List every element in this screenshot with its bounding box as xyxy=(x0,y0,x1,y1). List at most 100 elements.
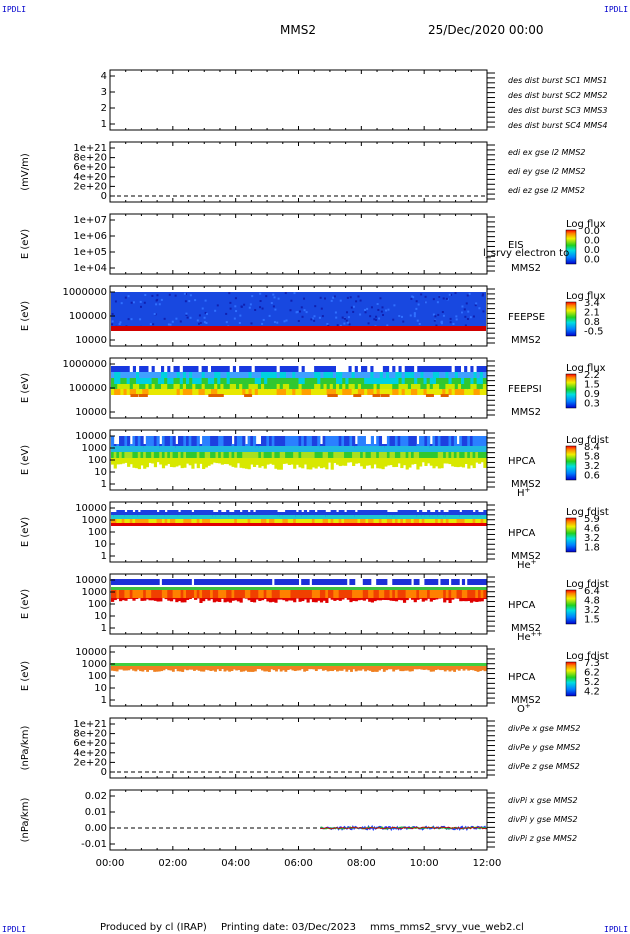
spectrogram-cell xyxy=(113,666,117,672)
spectrogram-cell xyxy=(258,452,262,458)
spectrogram-cell xyxy=(257,372,262,378)
spectrogram-pixel xyxy=(305,311,308,314)
spectrogram-cell xyxy=(289,366,293,372)
spectrogram-cell xyxy=(453,446,458,452)
spectrogram-cell xyxy=(464,378,468,384)
spectrogram-cell xyxy=(372,394,381,397)
spectrogram-cell xyxy=(285,587,289,590)
spectrogram-cell xyxy=(317,452,321,458)
spectrogram-cell xyxy=(248,372,253,378)
spectrogram-cell xyxy=(349,579,353,585)
spectrogram-cell xyxy=(261,587,265,590)
spectrogram-cell xyxy=(326,384,331,390)
spectrogram-cell xyxy=(455,666,459,670)
spectrogram-pixel xyxy=(204,299,207,302)
spectrogram-pixel xyxy=(239,314,242,317)
spectrogram-cell xyxy=(443,663,447,666)
spectrogram-cell xyxy=(398,366,403,372)
spectrogram-cell xyxy=(154,389,159,395)
spectrogram-cell xyxy=(344,519,348,523)
spectrogram-pixel xyxy=(348,323,351,326)
spectrogram-cell xyxy=(279,452,283,458)
spectrogram-cell xyxy=(194,458,198,464)
spectrogram-pixel xyxy=(229,301,232,304)
spectrogram-cell xyxy=(298,510,302,515)
spectrogram-cell xyxy=(461,515,466,519)
spectrogram-cell xyxy=(226,598,230,602)
spectrogram-cell xyxy=(349,510,353,515)
spectrogram-cell xyxy=(319,587,324,590)
spectrogram-cell xyxy=(215,394,224,397)
spectrogram-cell xyxy=(287,579,291,585)
spectrogram-cell xyxy=(392,458,396,468)
spectrogram-cell xyxy=(352,446,356,452)
spectrogram-cell xyxy=(420,378,424,384)
spectrogram-cell xyxy=(204,510,208,515)
spectrogram-cell xyxy=(251,372,256,378)
spectrogram-cell xyxy=(186,590,190,598)
spectrogram-cell xyxy=(202,436,206,446)
colorbar-tick-label: 5.2 xyxy=(584,677,600,688)
spectrogram-pixel xyxy=(445,297,448,300)
spectrogram-cell xyxy=(333,579,337,585)
spectrogram-cell xyxy=(413,436,417,446)
spectrogram-cell xyxy=(201,389,206,395)
spectrogram-cell xyxy=(314,666,318,672)
series-label: edi ez gse l2 MMS2 xyxy=(508,186,585,195)
spectrogram-cell xyxy=(303,519,308,523)
spectrogram-cell xyxy=(180,519,184,523)
spectrogram-pixel xyxy=(151,294,154,297)
spectrogram-cell xyxy=(214,372,218,378)
spectrogram-cell xyxy=(117,389,121,395)
spectrogram-cell xyxy=(405,446,409,452)
spectrogram-cell xyxy=(306,458,310,470)
spectrogram-cell xyxy=(269,519,273,523)
spectrogram-cell xyxy=(211,666,215,671)
spectrogram-cell xyxy=(199,446,203,452)
spectrogram-cell xyxy=(177,458,182,466)
spectrogram-cell xyxy=(271,519,275,523)
spectrogram-cell xyxy=(169,590,174,598)
spectrogram-cell xyxy=(123,366,128,372)
spectrogram-pixel xyxy=(313,319,316,322)
spectrogram-cell xyxy=(413,663,417,666)
spectrogram-cell xyxy=(153,598,158,601)
spectrogram-cell xyxy=(270,384,274,390)
spectrogram-cell xyxy=(111,378,115,384)
spectrogram-cell xyxy=(346,519,350,523)
spectrogram-cell xyxy=(174,666,178,670)
spectrogram-cell xyxy=(451,378,456,384)
spectrogram-cell xyxy=(270,663,274,666)
spectrogram-cell xyxy=(261,458,265,467)
spectrogram-cell xyxy=(398,389,403,395)
spectrogram-cell xyxy=(261,666,264,671)
spectrogram-cell xyxy=(236,523,241,526)
spectrogram-cell xyxy=(177,446,182,452)
spectrogram-cell xyxy=(429,666,433,672)
spectrogram-cell xyxy=(305,663,309,666)
spectrogram-cell xyxy=(202,663,206,666)
colorbar-tick-label: 6.2 xyxy=(584,668,600,679)
spectrogram-cell xyxy=(273,389,278,395)
spectrogram-cell xyxy=(173,372,178,378)
spectrogram-cell xyxy=(247,598,251,601)
spectrogram-cell xyxy=(113,512,117,517)
spectrogram-cell xyxy=(113,515,117,519)
spectrogram-cell xyxy=(382,366,387,372)
spectrogram-cell xyxy=(411,590,415,598)
spectrogram-cell xyxy=(228,452,233,458)
spectrogram-cell xyxy=(148,389,153,395)
spectrogram-cell xyxy=(469,663,473,666)
spectrogram-cell xyxy=(349,458,353,463)
spectrogram-cell xyxy=(151,389,156,395)
y-tick-label: 2e+20 xyxy=(73,757,107,768)
spectrogram-cell xyxy=(135,523,139,526)
spectrogram-cell xyxy=(333,587,337,590)
spectrogram-cell xyxy=(373,458,377,465)
spectrogram-cell xyxy=(483,519,487,523)
spectrogram-cell xyxy=(258,579,262,585)
spectrogram-cell xyxy=(440,587,444,590)
spectrogram-cell xyxy=(129,510,133,515)
spectrogram-cell xyxy=(331,663,335,666)
